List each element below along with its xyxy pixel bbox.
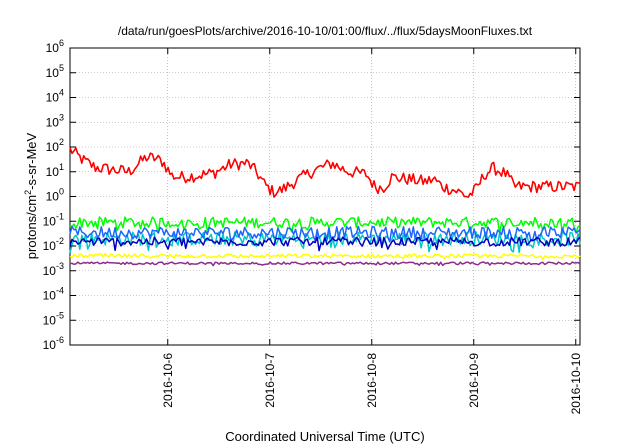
series-layer (69, 147, 581, 267)
x-tick-label: 2016-10-8 (365, 353, 379, 408)
series-line-4 (69, 225, 581, 243)
y-tick-label: 104 (46, 88, 64, 105)
chart-title: /data/run/goesPlots/archive/2016-10-10/0… (118, 24, 533, 38)
x-axis-title: Coordinated Universal Time (UTC) (225, 429, 424, 444)
x-tick-label: 2016-10-9 (467, 353, 481, 408)
y-tick-label: 102 (46, 137, 64, 154)
y-tick-label: 105 (46, 63, 64, 80)
x-tick-label: 2016-10-7 (263, 353, 277, 408)
x-tick-label: 2016-10-6 (161, 353, 175, 408)
x-tick-label: 2016-10-10 (569, 353, 583, 415)
y-axis-title-sup: 2 (23, 190, 33, 195)
y-tick-label: 10-1 (43, 211, 64, 228)
y-tick-label: 106 (46, 38, 64, 55)
series-line-2 (69, 216, 581, 235)
y-tick-label: 103 (46, 112, 64, 129)
y-tick-label: 100 (46, 187, 64, 204)
y-axis-title: protons/cm2-s-sr-MeV (23, 132, 39, 259)
y-tick-label: 10-4 (43, 286, 64, 303)
y-tick-label: 10-5 (43, 310, 64, 327)
y-axis: 10-6 10-5 10-4 10-3 10-2 10-1 100 101 102 103 104 1… (43, 38, 580, 352)
y-tick-label: 10-2 (43, 236, 64, 253)
y-axis-title-base: protons/cm (24, 195, 39, 259)
grid-lines (70, 48, 580, 345)
x-axis: 2016-10-6 2016-10-7 2016-10-8 2016-10-9 2016… (161, 48, 583, 414)
series-line-7 (69, 261, 581, 267)
series-line-5 (69, 236, 581, 252)
y-axis-title-rest: -s-sr-MeV (24, 132, 39, 189)
y-tick-label: 10-3 (43, 261, 64, 278)
y-tick-label: 10-6 (43, 335, 64, 352)
series-line-1 (69, 147, 581, 198)
series-line-6 (69, 253, 581, 261)
y-tick-label: 101 (46, 162, 64, 179)
